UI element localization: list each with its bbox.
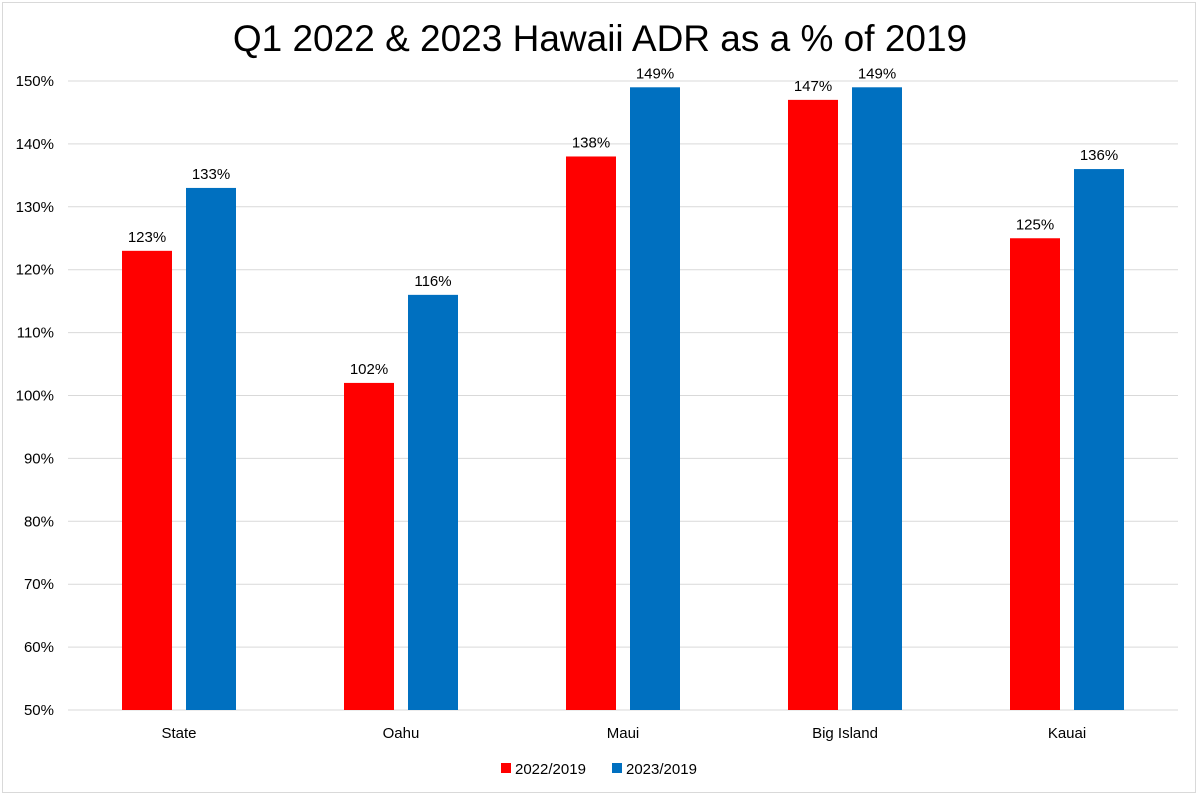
- data-label: 116%: [414, 273, 451, 290]
- y-tick-label-60: 60%: [24, 639, 54, 656]
- y-tick-label-140: 140%: [16, 136, 54, 153]
- data-label: 147%: [794, 78, 832, 95]
- y-tick-label-100: 100%: [16, 388, 54, 405]
- x-tick-label-big-island: Big Island: [812, 725, 878, 742]
- bar-2022-2019-kauai: [1010, 238, 1060, 710]
- legend-label-0: 2022/2019: [515, 761, 586, 778]
- y-tick-label-90: 90%: [24, 450, 54, 467]
- legend-swatch-1: [612, 763, 622, 773]
- data-label: 149%: [858, 65, 896, 82]
- chart-title: Q1 2022 & 2023 Hawaii ADR as a % of 2019: [232, 18, 968, 59]
- y-tick-label-150: 150%: [16, 73, 54, 90]
- bar-2022-2019-state: [122, 250, 172, 710]
- y-tick-label-50: 50%: [24, 702, 54, 719]
- bar-2022-2019-oahu: [344, 382, 394, 710]
- bar-2023-2019-maui: [630, 87, 680, 711]
- data-label: 133%: [192, 166, 230, 183]
- data-label: 149%: [636, 65, 674, 82]
- bar-2023-2019-big-island: [852, 87, 902, 711]
- bar-2023-2019-oahu: [408, 294, 458, 710]
- y-tick-label-70: 70%: [24, 576, 54, 593]
- data-label: 102%: [350, 361, 388, 378]
- bar-2023-2019-kauai: [1074, 169, 1124, 710]
- bar-2023-2019-state: [186, 187, 236, 710]
- x-tick-label-state: State: [161, 725, 196, 742]
- y-tick-label-120: 120%: [16, 262, 54, 279]
- y-tick-label-110: 110%: [17, 325, 54, 342]
- data-label: 125%: [1016, 216, 1054, 233]
- bar-2022-2019-maui: [566, 156, 616, 711]
- x-tick-label-kauai: Kauai: [1048, 725, 1086, 742]
- y-tick-label-80: 80%: [24, 513, 54, 530]
- bar-2022-2019-big-island: [788, 99, 838, 711]
- legend-label-1: 2023/2019: [626, 761, 697, 778]
- legend-swatch-0: [501, 763, 511, 773]
- data-label: 123%: [128, 229, 166, 246]
- y-tick-label-130: 130%: [16, 199, 54, 216]
- data-label: 138%: [572, 134, 610, 151]
- x-tick-label-maui: Maui: [607, 725, 640, 742]
- x-tick-label-oahu: Oahu: [383, 725, 420, 742]
- data-label: 136%: [1080, 147, 1118, 164]
